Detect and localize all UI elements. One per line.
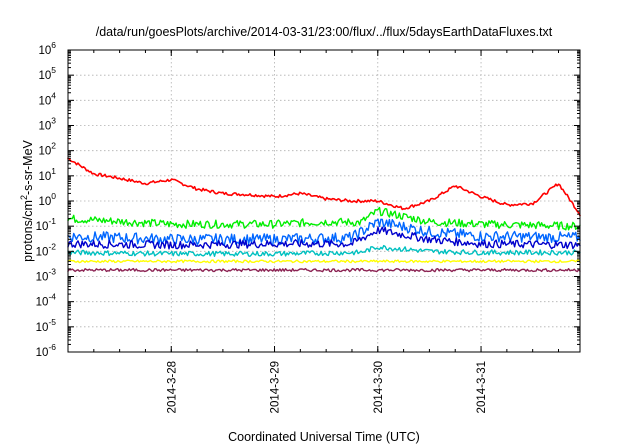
y-axis-label-superscript: 2	[19, 195, 29, 200]
y-tick-label: 10-6	[36, 342, 57, 359]
y-tick-label: 100	[38, 191, 56, 208]
y-tick-label-exponent: -3	[48, 267, 56, 277]
y-tick-label-exponent: 0	[51, 191, 56, 201]
x-tick-label: 2014-3-29	[270, 361, 282, 413]
series-line	[67, 157, 581, 217]
y-tick-label: 10-3	[36, 267, 57, 284]
y-tick-label-base: 10	[38, 171, 51, 183]
data-series	[67, 157, 581, 273]
y-tick-label: 101	[38, 166, 56, 183]
y-tick-label-base: 10	[38, 196, 51, 208]
y-tick-label-exponent: 1	[51, 166, 56, 176]
y-tick-label-base: 10	[38, 70, 51, 82]
y-tick-label-base: 10	[36, 221, 49, 233]
x-tick-label: 2014-3-28	[166, 361, 178, 413]
y-axis-label-base: protons/cm	[21, 200, 35, 262]
y-tick-label-exponent: 2	[51, 141, 56, 151]
y-tick-label-exponent: 6	[51, 40, 56, 50]
y-tick-label: 10-1	[36, 216, 57, 233]
grid	[68, 50, 580, 352]
y-tick-label-base: 10	[38, 121, 51, 133]
y-tick-label-base: 10	[36, 246, 49, 258]
y-tick-label-exponent: -1	[48, 216, 56, 226]
chart-title: /data/run/goesPlots/archive/2014-03-31/2…	[96, 25, 553, 39]
y-tick-label: 10-4	[36, 292, 57, 309]
y-tick-label: 10-5	[36, 317, 57, 334]
y-tick-label: 10-2	[36, 241, 57, 258]
y-tick-label-base: 10	[36, 272, 49, 284]
y-tick-label-base: 10	[38, 45, 51, 57]
y-tick-label-base: 10	[38, 95, 51, 107]
y-axis-label: protons/cm2-s-sr-MeV	[19, 139, 35, 261]
y-tick-label: 102	[38, 141, 56, 158]
y-tick-label-exponent: 3	[51, 116, 56, 126]
axis-ticks	[67, 49, 580, 353]
x-axis-label: Coordinated Universal Time (UTC)	[228, 430, 420, 444]
y-tick-label-exponent: -5	[48, 317, 56, 327]
y-tick-label: 103	[38, 116, 56, 133]
y-tick-label-base: 10	[36, 297, 49, 309]
y-tick-label-base: 10	[36, 322, 49, 334]
series-line	[67, 226, 581, 250]
y-tick-label-exponent: -4	[48, 292, 56, 302]
y-tick-label-exponent: 4	[51, 90, 56, 100]
y-tick-label: 106	[38, 40, 56, 57]
y-tick-label-base: 10	[38, 146, 51, 158]
series-line	[67, 259, 581, 264]
y-tick-labels: 10-610-510-410-310-210-11001011021031041…	[36, 40, 57, 359]
x-tick-label: 2014-3-30	[373, 361, 385, 413]
x-tick-labels: 2014-3-28 2014-3-29 2014-3-30 2014-3-31	[166, 361, 488, 413]
y-tick-label-exponent: -2	[48, 241, 56, 251]
y-axis-label-rest: -s-sr-MeV	[21, 139, 35, 195]
y-tick-label-base: 10	[36, 347, 49, 359]
series-line	[67, 267, 581, 273]
y-tick-label: 105	[38, 65, 56, 82]
y-tick-label-exponent: 5	[51, 65, 56, 75]
y-tick-label: 104	[38, 90, 56, 107]
series-line	[67, 206, 581, 231]
y-tick-label-exponent: -6	[48, 342, 56, 352]
x-tick-label: 2014-3-31	[476, 361, 488, 413]
series-line	[67, 244, 581, 257]
